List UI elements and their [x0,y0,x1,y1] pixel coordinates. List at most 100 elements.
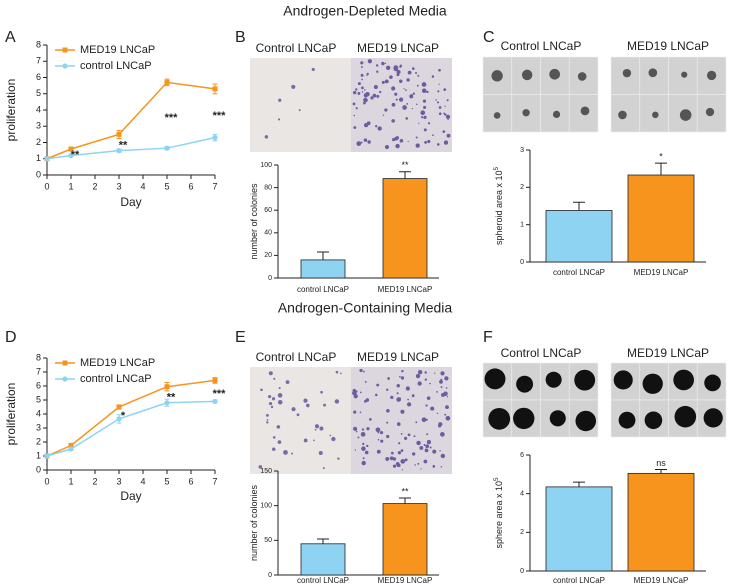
colony [376,449,381,454]
colony-image [351,58,452,152]
colony [424,448,429,453]
y-axis-label: proliferation [4,383,18,446]
colony [432,134,434,137]
y-tick-label: 7 [36,366,41,376]
x-tick-label: 1 [68,181,73,191]
colony [447,118,449,120]
colony [436,412,439,415]
colony [446,133,451,138]
spheroid [513,407,535,430]
spheroid [545,371,562,388]
y-tick-label: 7 [36,56,41,66]
marker [116,131,122,137]
colony [438,83,440,85]
colony [359,411,362,414]
spheroid [493,112,501,119]
colony [361,91,364,93]
y-tick-label: 100 [260,503,272,510]
x-tick-label: 3 [116,181,121,191]
x-tick-label: 4 [140,476,145,486]
colony [437,90,440,93]
y-tick-label: 1 [36,450,41,460]
colony [421,82,427,87]
spheroid [577,72,587,81]
legend-marker [62,376,68,382]
colony [268,401,273,406]
y-tick-label: 2 [36,137,41,147]
colony [291,84,296,89]
marker [68,146,74,152]
x-tick-label: control LNCaP [553,268,605,277]
colony [393,65,399,70]
colony [426,433,429,436]
colony [399,79,403,83]
spheroid [580,106,590,116]
colony [399,138,404,143]
colony [377,438,380,441]
colony [420,468,422,470]
colony [370,96,374,100]
colony [398,442,401,445]
spheroid [642,373,663,394]
bar [545,210,613,263]
significance: ** [71,149,80,161]
colony [400,376,405,380]
significance: ** [401,486,409,496]
image-label: MED19 LNCaP [627,346,709,360]
colony [353,126,357,129]
colony [391,86,396,91]
y-tick-label: 50 [264,537,272,544]
colony [291,452,294,455]
significance: *** [165,112,179,124]
spheroid [679,109,692,121]
y-tick-label: 60 [264,207,272,214]
colony [425,444,430,449]
spheroid [673,369,694,391]
colony [443,88,447,91]
colony [407,70,412,75]
significance: *** [213,110,227,122]
colony [413,435,416,438]
colony [271,397,276,401]
x-tick-label: 2 [92,476,97,486]
x-tick-label: MED19 LNCaP [378,576,433,585]
colony [283,450,288,455]
colony [390,451,394,455]
colony [421,417,427,423]
colony [440,465,443,468]
colony [395,461,400,466]
colony [375,427,381,433]
x-tick-label: MED19 LNCaP [634,576,689,585]
colony [273,377,276,380]
x-tick-label: 7 [212,181,217,191]
colony [400,459,406,464]
colony [399,397,402,399]
colony [385,65,391,70]
colony [415,421,418,424]
colony [387,377,390,380]
colony [411,94,413,96]
y-axis-label-text: spheroid area x 10 [494,170,504,245]
colony [417,381,422,386]
colony [445,114,451,119]
spheroid [622,68,632,78]
y-tick-label: 5 [36,88,41,98]
colony [406,78,410,82]
colony [423,128,427,132]
colony [426,396,431,400]
colony [362,442,365,445]
error-bar [317,538,329,544]
colony [334,399,340,404]
colony [367,59,372,64]
spheroid [681,71,688,78]
colony [379,90,382,94]
error-bar [573,201,585,211]
colony [260,388,263,391]
colony [445,415,451,421]
colony [432,465,436,468]
colony [390,395,394,400]
y-tick-label: 0 [36,169,41,179]
colony [418,122,420,124]
colony [436,391,438,393]
colony [270,405,274,409]
